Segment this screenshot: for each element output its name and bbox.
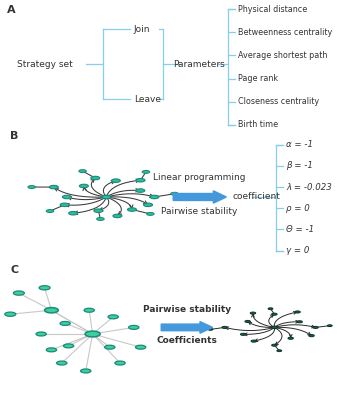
Circle shape: [208, 328, 213, 330]
Circle shape: [271, 326, 277, 328]
Circle shape: [327, 325, 332, 327]
Circle shape: [46, 210, 54, 212]
Circle shape: [250, 312, 256, 314]
Circle shape: [277, 350, 282, 352]
Text: Physical distance: Physical distance: [238, 5, 308, 14]
Circle shape: [272, 313, 277, 315]
Circle shape: [288, 337, 294, 339]
Circle shape: [268, 308, 273, 310]
Circle shape: [105, 345, 115, 349]
Text: coefficient: coefficient: [233, 192, 281, 202]
Circle shape: [84, 308, 94, 312]
Circle shape: [171, 192, 178, 195]
Circle shape: [97, 218, 104, 220]
Text: Coefficients: Coefficients: [156, 336, 217, 344]
Circle shape: [5, 312, 16, 316]
Circle shape: [313, 326, 318, 328]
Circle shape: [272, 344, 277, 346]
Circle shape: [62, 195, 71, 199]
Circle shape: [129, 326, 139, 329]
Text: C: C: [10, 265, 19, 275]
Circle shape: [80, 184, 88, 188]
Circle shape: [309, 334, 314, 337]
Circle shape: [85, 331, 100, 337]
Circle shape: [136, 178, 145, 182]
Circle shape: [45, 308, 58, 313]
Circle shape: [142, 170, 150, 173]
Text: Average shortest path: Average shortest path: [238, 51, 328, 60]
Circle shape: [79, 170, 86, 173]
Circle shape: [146, 212, 154, 215]
Circle shape: [49, 185, 58, 189]
Text: λ = -0.023: λ = -0.023: [286, 182, 332, 192]
Circle shape: [222, 326, 227, 328]
Text: Closeness centrality: Closeness centrality: [238, 97, 320, 106]
Text: Betweenness centrality: Betweenness centrality: [238, 28, 333, 37]
Circle shape: [36, 332, 46, 336]
Circle shape: [150, 195, 159, 199]
Circle shape: [13, 291, 24, 295]
Circle shape: [144, 203, 153, 206]
Circle shape: [57, 361, 67, 365]
Circle shape: [115, 361, 125, 365]
Circle shape: [91, 176, 100, 180]
Text: Parameters: Parameters: [173, 60, 225, 69]
Text: Pairwise stability: Pairwise stability: [162, 207, 238, 216]
Text: B: B: [10, 131, 19, 141]
Circle shape: [108, 315, 118, 319]
Text: ρ = 0: ρ = 0: [286, 204, 310, 213]
Circle shape: [111, 179, 120, 182]
Circle shape: [135, 345, 146, 349]
Text: β = -1: β = -1: [286, 161, 313, 170]
Circle shape: [81, 369, 91, 373]
Text: Birth time: Birth time: [238, 120, 279, 129]
Circle shape: [251, 340, 257, 342]
Circle shape: [113, 214, 122, 218]
Circle shape: [28, 186, 35, 188]
Circle shape: [128, 208, 137, 211]
Circle shape: [39, 286, 50, 290]
Text: Strategy set: Strategy set: [17, 60, 72, 69]
Circle shape: [136, 189, 145, 192]
FancyArrow shape: [161, 322, 213, 333]
Text: Θ = -1: Θ = -1: [286, 225, 315, 234]
Circle shape: [63, 344, 74, 348]
Circle shape: [60, 203, 69, 206]
Text: Join: Join: [134, 25, 150, 34]
Circle shape: [240, 333, 246, 335]
Circle shape: [60, 322, 70, 326]
Text: A: A: [7, 5, 15, 15]
Circle shape: [102, 195, 111, 199]
Text: γ = 0: γ = 0: [286, 246, 310, 255]
FancyArrow shape: [173, 191, 226, 203]
Circle shape: [245, 320, 250, 322]
Circle shape: [69, 212, 78, 215]
Circle shape: [46, 348, 57, 352]
Text: Page rank: Page rank: [238, 74, 279, 83]
Text: Pairwise stability: Pairwise stability: [143, 305, 231, 314]
Circle shape: [297, 321, 303, 323]
Circle shape: [94, 209, 103, 212]
Text: α = -1: α = -1: [286, 140, 314, 149]
Text: Leave: Leave: [134, 95, 161, 104]
Circle shape: [295, 311, 300, 313]
Text: Linear programming: Linear programming: [153, 173, 246, 182]
